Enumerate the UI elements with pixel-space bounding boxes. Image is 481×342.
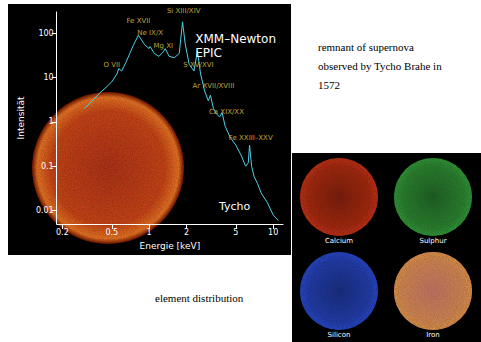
svg-text:Ca XIX/XX: Ca XIX/XX	[209, 108, 244, 116]
svg-text:1: 1	[147, 228, 152, 237]
svg-text:0.01: 0.01	[36, 206, 54, 215]
svg-text:Silicon: Silicon	[328, 331, 351, 339]
svg-text:XMM–Newton: XMM–Newton	[195, 32, 276, 46]
svg-text:100: 100	[38, 29, 53, 38]
svg-text:0.5: 0.5	[105, 228, 118, 237]
svg-text:Ar XVII/XVIII: Ar XVII/XVIII	[193, 82, 235, 90]
svg-text:EPIC: EPIC	[195, 46, 222, 60]
svg-text:S XV/XVI: S XV/XVI	[183, 61, 213, 69]
svg-text:Si XIII/XIV: Si XIII/XIV	[167, 7, 201, 15]
svg-text:Ne IX/X: Ne IX/X	[137, 29, 163, 37]
svg-text:Tycho: Tycho	[218, 200, 251, 213]
svg-text:0.2: 0.2	[56, 228, 69, 237]
svg-text:Iron: Iron	[426, 331, 440, 339]
svg-text:Intensität: Intensität	[16, 96, 26, 139]
svg-text:Sulphur: Sulphur	[419, 237, 446, 245]
svg-text:2: 2	[184, 228, 189, 237]
svg-text:Fe XXIII–XXV: Fe XXIII–XXV	[229, 134, 273, 142]
html-text:element distribution: element distribution	[155, 292, 244, 304]
svg-text:10: 10	[268, 228, 278, 237]
svg-text:Fe XVII: Fe XVII	[126, 17, 150, 25]
svg-text:O VII: O VII	[103, 61, 120, 69]
svg-text:1: 1	[49, 117, 54, 126]
svg-text:5: 5	[233, 228, 238, 237]
svg-text:Mg XI: Mg XI	[153, 42, 173, 50]
svg-text:Energie [keV]: Energie [keV]	[140, 241, 201, 251]
html-text:remnant of supernova observed: remnant of supernova observed by Tycho B…	[318, 41, 442, 91]
svg-text:10: 10	[44, 73, 54, 82]
svg-text:0.1: 0.1	[41, 162, 54, 171]
svg-text:Calcium: Calcium	[325, 237, 353, 245]
